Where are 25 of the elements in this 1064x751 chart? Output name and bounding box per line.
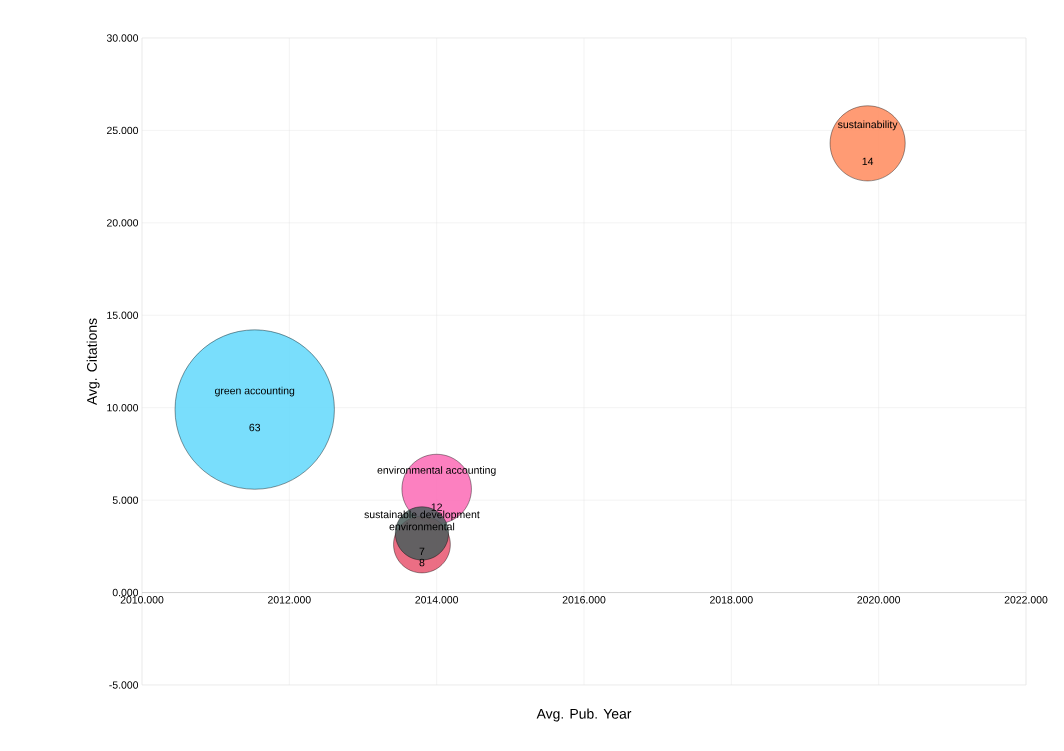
series-label: sustainability — [837, 120, 898, 131]
y-tick-label: 15.000 — [107, 311, 139, 319]
y-tick-label: 10.000 — [107, 404, 139, 412]
x-tick-label: 2018.000 — [710, 596, 753, 604]
x-tick-label: 2022.000 — [1004, 596, 1048, 604]
y-tick-label: -5.000 — [109, 681, 139, 689]
y-tick-label: 30.000 — [106, 34, 139, 42]
series-label: green accounting — [215, 386, 295, 397]
data-label: 8 — [419, 558, 425, 567]
y-tick-label: 25.000 — [107, 126, 139, 135]
x-tick-label: 2014.000 — [415, 596, 459, 604]
data-label: 63 — [249, 423, 261, 432]
x-tick-label: 2020.000 — [857, 596, 901, 604]
x-axis-title: Avg. Pub. Year — [536, 708, 632, 722]
series-label: environmental accounting — [377, 466, 496, 476]
x-tick-label: 2012.000 — [268, 596, 311, 604]
data-label: 12 — [431, 503, 442, 511]
y-tick-label: 20.000 — [107, 219, 139, 227]
x-tick-label: 2016.000 — [562, 596, 606, 604]
y-tick-label: 0.000 — [112, 588, 139, 597]
y-tick-label: 5.000 — [112, 496, 139, 504]
data-label: 14 — [862, 157, 874, 165]
y-axis-title: Avg. Citations — [86, 318, 100, 405]
x-tick-label: 2010.000 — [120, 596, 164, 604]
data-label: 7 — [419, 547, 425, 555]
